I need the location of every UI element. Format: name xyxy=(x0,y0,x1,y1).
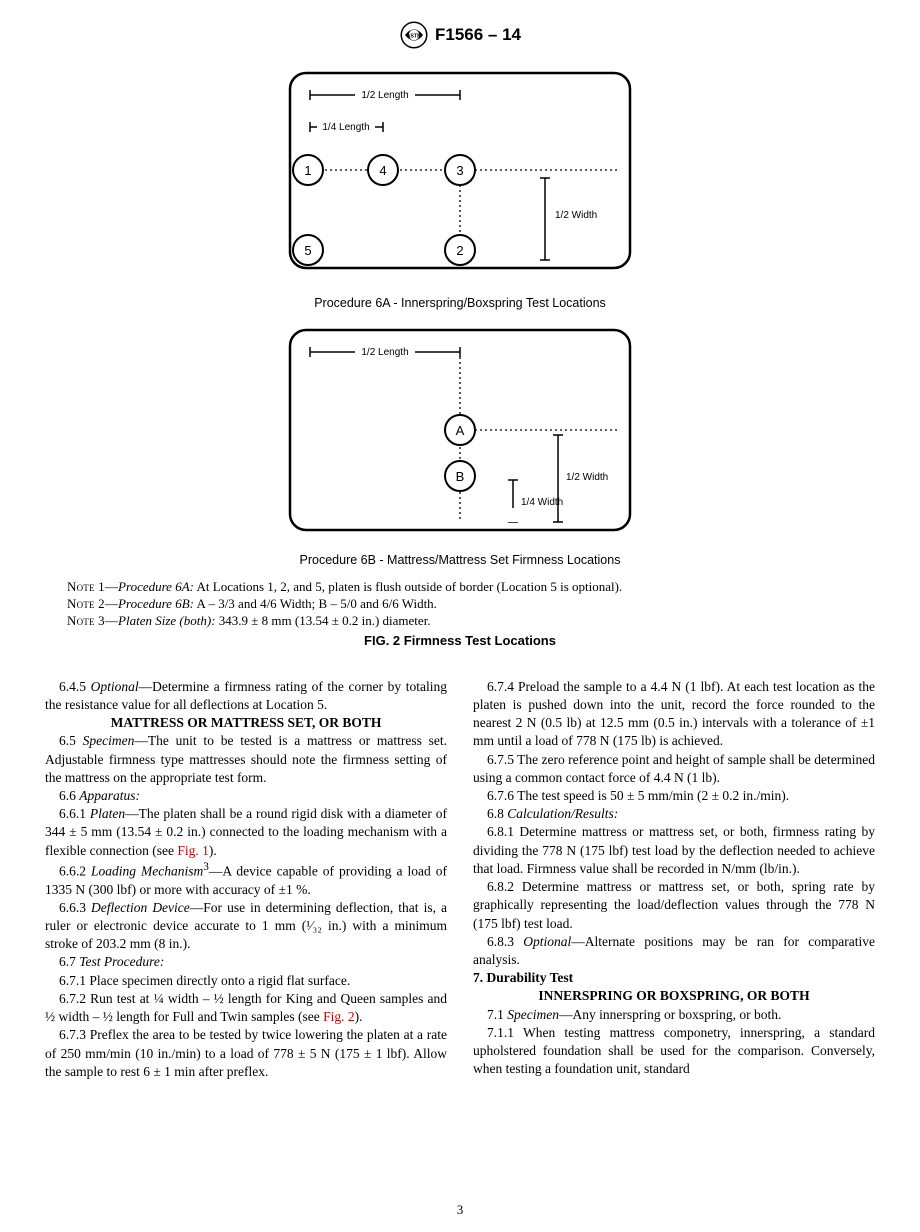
page-header: ASTM F1566 – 14 xyxy=(45,20,875,55)
astm-logo-icon: ASTM xyxy=(399,20,429,50)
svg-text:1/2 Width: 1/2 Width xyxy=(555,210,597,221)
heading-mattress: MATTRESS OR MATTRESS SET, OR BOTH xyxy=(45,714,447,732)
svg-text:1: 1 xyxy=(304,163,311,178)
svg-text:1/4 Width: 1/4 Width xyxy=(521,497,563,508)
heading-innerspring: INNERSPRING OR BOXSPRING, OR BOTH xyxy=(473,987,875,1005)
figure-notes: Note 1—Procedure 6A: At Locations 1, 2, … xyxy=(67,579,875,630)
figure-6a-caption: Procedure 6A - Innerspring/Boxspring Tes… xyxy=(45,296,875,310)
svg-text:1/2 Length: 1/2 Length xyxy=(361,90,408,101)
standard-id: F1566 – 14 xyxy=(435,25,521,45)
svg-text:B: B xyxy=(456,469,465,484)
svg-text:1/2 Width: 1/2 Width xyxy=(566,472,608,483)
section-7-heading: 7. Durability Test xyxy=(473,969,875,987)
figure-6a-diagram: 1/2 Length 1/4 Length 1/2 Width 1 4 3 xyxy=(275,65,645,285)
figure-6b-diagram: 1/2 Length 1/2 Width 1/4 Width A B xyxy=(275,322,645,542)
page-number: 3 xyxy=(0,1202,920,1218)
svg-text:4: 4 xyxy=(379,163,386,178)
fig2-link[interactable]: Fig. 2 xyxy=(323,1009,355,1024)
svg-text:2: 2 xyxy=(456,243,463,258)
figure-6b-caption: Procedure 6B - Mattress/Mattress Set Fir… xyxy=(45,553,875,567)
figure-title: FIG. 2 Firmness Test Locations xyxy=(45,633,875,648)
svg-text:3: 3 xyxy=(456,163,463,178)
fig1-link[interactable]: Fig. 1 xyxy=(177,843,209,858)
svg-text:5: 5 xyxy=(304,243,311,258)
svg-text:1/2 Length: 1/2 Length xyxy=(361,347,408,358)
svg-text:A: A xyxy=(456,423,465,438)
body-text: 6.4.5 Optional—Determine a firmness rati… xyxy=(45,678,875,1081)
svg-text:ASTM: ASTM xyxy=(407,33,423,39)
svg-text:1/4 Length: 1/4 Length xyxy=(322,122,369,133)
